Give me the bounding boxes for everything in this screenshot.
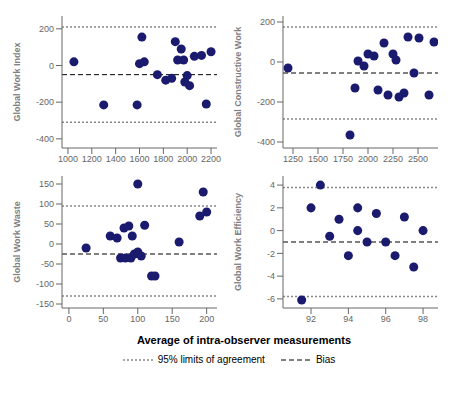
svg-text:1400: 1400	[106, 154, 126, 164]
svg-text:200: 200	[199, 314, 214, 324]
svg-text:0: 0	[270, 226, 275, 236]
svg-text:-6: -6	[267, 294, 275, 304]
svg-text:50: 50	[44, 219, 54, 229]
svg-text:0: 0	[49, 61, 54, 71]
svg-text:1800: 1800	[153, 154, 173, 164]
svg-text:0: 0	[66, 314, 71, 324]
html-text:95% limits of agreement: 95% limits of agreement	[157, 354, 265, 365]
svg-text:2000: 2000	[358, 154, 378, 164]
svg-text:Global Work Efficiency: Global Work Efficiency	[233, 193, 243, 291]
svg-text:2: 2	[270, 203, 275, 213]
svg-text:Global Constructive Work: Global Constructive Work	[233, 26, 243, 137]
svg-text:-400: -400	[36, 134, 54, 144]
svg-text:100: 100	[39, 199, 54, 209]
svg-text:94: 94	[343, 314, 353, 324]
svg-text:200: 200	[39, 24, 54, 34]
svg-text:1750: 1750	[333, 154, 353, 164]
svg-text:96: 96	[381, 314, 391, 324]
html-text:Average of intra-observer meas: Average of intra-observer measurements	[136, 334, 352, 346]
svg-text:1250: 1250	[283, 154, 303, 164]
svg-text:150: 150	[39, 179, 54, 189]
svg-text:2250: 2250	[383, 154, 403, 164]
svg-text:2500: 2500	[408, 154, 428, 164]
svg-text:Global Work Waste: Global Work Waste	[12, 201, 22, 283]
svg-text:2200: 2200	[201, 154, 221, 164]
svg-text:200: 200	[260, 17, 275, 27]
svg-text:-200: -200	[257, 97, 275, 107]
svg-text:1200: 1200	[82, 154, 102, 164]
svg-text:150: 150	[165, 314, 180, 324]
svg-text:Global Work Index: Global Work Index	[12, 43, 22, 122]
svg-text:-50: -50	[41, 259, 54, 269]
svg-text:-150: -150	[36, 299, 54, 309]
svg-text:98: 98	[418, 314, 428, 324]
svg-text:0: 0	[270, 57, 275, 67]
svg-text:100: 100	[130, 314, 145, 324]
svg-text:50: 50	[98, 314, 108, 324]
svg-text:-2: -2	[267, 249, 275, 259]
svg-text:92: 92	[306, 314, 316, 324]
svg-text:1600: 1600	[129, 154, 149, 164]
svg-text:0: 0	[49, 239, 54, 249]
svg-text:-4: -4	[267, 271, 275, 281]
svg-text:4: 4	[270, 180, 275, 190]
svg-text:-200: -200	[36, 97, 54, 107]
svg-text:-100: -100	[36, 279, 54, 289]
html-text:Bias: Bias	[315, 354, 336, 365]
svg-text:1500: 1500	[308, 154, 328, 164]
svg-text:2000: 2000	[177, 154, 197, 164]
svg-text:-400: -400	[257, 137, 275, 147]
svg-text:1000: 1000	[58, 154, 78, 164]
